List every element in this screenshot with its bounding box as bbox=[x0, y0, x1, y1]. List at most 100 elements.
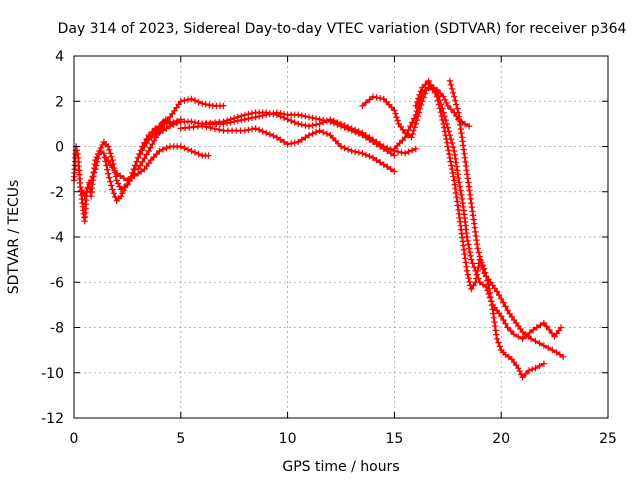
data-point-marker bbox=[549, 346, 556, 354]
data-point-marker bbox=[344, 146, 352, 153]
data-point-marker bbox=[277, 113, 284, 120]
data-point-marker bbox=[458, 195, 466, 203]
data-point-marker bbox=[392, 110, 399, 117]
data-point-marker bbox=[277, 136, 284, 143]
data-point-marker bbox=[124, 177, 131, 184]
y-tick-label: 4 bbox=[55, 49, 64, 65]
data-point-marker bbox=[415, 95, 422, 102]
data-point-marker bbox=[448, 162, 455, 169]
data-point-marker bbox=[458, 191, 465, 198]
data-point-marker bbox=[447, 81, 455, 88]
data-point-marker bbox=[241, 111, 249, 118]
data-point-marker bbox=[425, 77, 432, 85]
data-point-marker bbox=[92, 165, 99, 173]
data-point-marker bbox=[323, 117, 330, 125]
data-point-marker bbox=[436, 105, 444, 112]
data-point-marker bbox=[412, 145, 419, 152]
data-point-marker bbox=[456, 179, 463, 186]
data-point-marker bbox=[540, 319, 548, 327]
data-point-marker bbox=[473, 271, 481, 278]
data-point-marker bbox=[500, 299, 507, 306]
data-point-marker bbox=[107, 178, 114, 185]
data-point-marker bbox=[515, 365, 522, 372]
data-point-marker bbox=[302, 113, 309, 120]
data-point-marker bbox=[184, 96, 192, 103]
data-point-marker bbox=[191, 97, 199, 104]
data-point-marker bbox=[141, 155, 148, 162]
data-point-marker bbox=[444, 102, 451, 109]
data-point-marker bbox=[449, 169, 456, 177]
data-point-marker bbox=[81, 193, 88, 200]
data-point-marker bbox=[369, 93, 377, 100]
data-point-marker bbox=[181, 97, 188, 104]
data-point-marker bbox=[238, 112, 245, 120]
data-point-marker bbox=[502, 303, 509, 310]
data-point-marker bbox=[107, 150, 114, 157]
data-point-marker bbox=[470, 282, 477, 289]
data-point-marker bbox=[369, 154, 377, 161]
data-point-marker bbox=[444, 143, 451, 150]
data-point-marker bbox=[77, 184, 84, 191]
data-point-marker bbox=[504, 307, 511, 314]
data-point-marker bbox=[412, 111, 419, 118]
data-point-marker bbox=[103, 162, 110, 169]
data-point-marker bbox=[305, 132, 313, 139]
data-point-marker bbox=[516, 368, 523, 375]
data-point-marker bbox=[348, 147, 355, 155]
data-point-marker bbox=[86, 181, 93, 188]
data-point-marker bbox=[163, 125, 170, 132]
data-point-marker bbox=[94, 155, 102, 162]
data-point-marker bbox=[139, 147, 146, 154]
data-point-marker bbox=[380, 143, 387, 150]
data-point-marker bbox=[454, 105, 461, 112]
data-point-marker bbox=[384, 144, 391, 152]
data-point-marker bbox=[93, 158, 101, 166]
data-point-marker bbox=[284, 116, 291, 123]
data-point-marker bbox=[320, 119, 327, 126]
data-point-marker bbox=[323, 130, 330, 137]
data-point-marker bbox=[341, 122, 348, 129]
data-point-marker bbox=[153, 150, 160, 158]
data-point-marker bbox=[413, 116, 420, 124]
data-point-marker bbox=[475, 249, 482, 256]
data-point-marker bbox=[478, 261, 486, 269]
data-point-marker bbox=[451, 93, 458, 100]
data-point-marker bbox=[366, 153, 373, 160]
data-point-marker bbox=[147, 156, 155, 164]
data-point-marker bbox=[266, 131, 273, 138]
data-point-marker bbox=[161, 120, 168, 128]
data-point-marker bbox=[493, 335, 501, 342]
data-point-marker bbox=[133, 158, 141, 165]
data-point-marker bbox=[359, 129, 366, 137]
ticks-layer: 0 5 10 15 20 25 -12 -10 -8 -6 -4 -2 0 2 4 bbox=[41, 49, 617, 447]
data-point-marker bbox=[334, 119, 341, 126]
data-point-marker bbox=[434, 97, 442, 104]
data-point-marker bbox=[188, 147, 195, 155]
data-point-marker bbox=[359, 102, 366, 109]
data-point-marker bbox=[495, 339, 502, 346]
data-point-marker bbox=[302, 122, 309, 129]
data-point-marker bbox=[476, 253, 483, 260]
data-point-marker bbox=[316, 120, 323, 128]
data-point-marker bbox=[195, 119, 202, 127]
data-point-marker bbox=[380, 161, 387, 168]
data-point-marker bbox=[453, 194, 460, 201]
data-point-marker bbox=[466, 191, 474, 198]
data-point-marker bbox=[447, 158, 454, 165]
data-point-marker bbox=[220, 118, 227, 125]
data-point-marker bbox=[417, 88, 425, 95]
data-point-marker bbox=[401, 150, 409, 157]
data-point-marker bbox=[477, 257, 485, 264]
data-point-marker bbox=[105, 170, 112, 177]
data-point-marker bbox=[419, 84, 426, 91]
data-point-marker bbox=[309, 130, 316, 137]
data-point-marker bbox=[149, 141, 156, 148]
data-point-marker bbox=[467, 252, 474, 260]
x-axis-label: GPS time / hours bbox=[282, 459, 399, 475]
data-point-marker bbox=[220, 102, 227, 109]
data-point-marker bbox=[510, 331, 518, 338]
data-point-marker bbox=[89, 173, 96, 180]
data-point-marker bbox=[443, 135, 450, 143]
data-point-marker bbox=[466, 248, 474, 256]
data-point-marker bbox=[312, 121, 320, 128]
